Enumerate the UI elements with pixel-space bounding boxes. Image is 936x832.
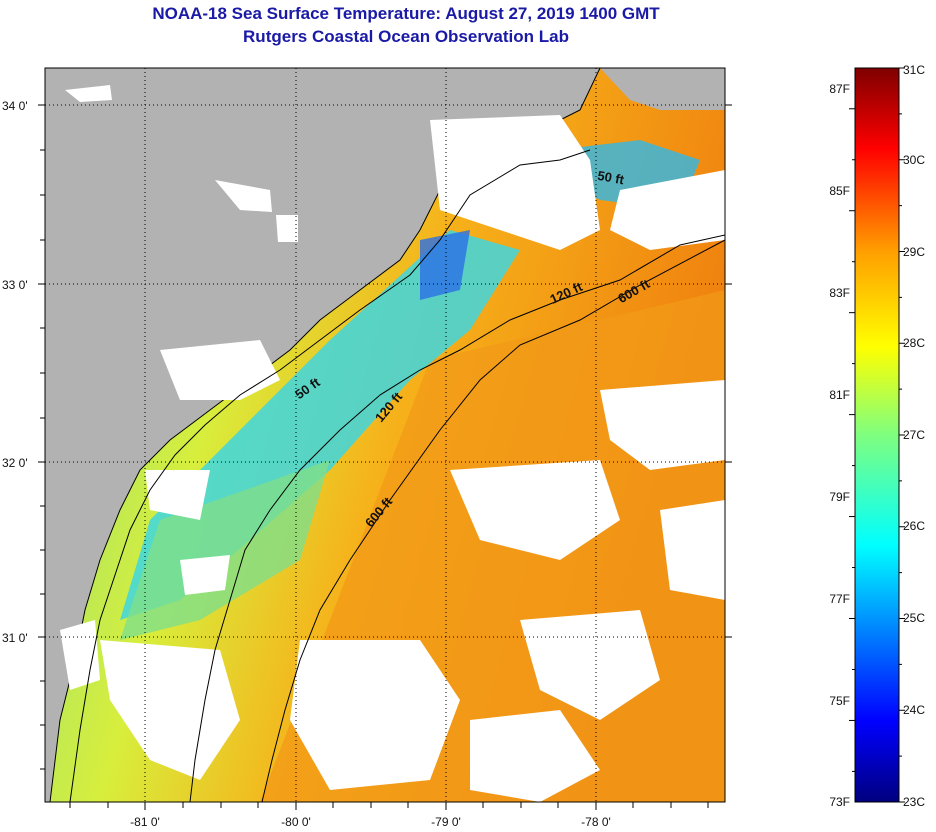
colorbar-f-label: 85F <box>829 184 850 198</box>
lat-ticks <box>38 104 732 770</box>
cloud-mask <box>60 115 725 802</box>
lon-label: -79 0' <box>431 815 461 829</box>
colorbar-f-label: 81F <box>829 388 850 402</box>
lat-label: 34 0' <box>2 99 28 113</box>
colorbar-c-label: 23C <box>903 795 925 809</box>
colorbar-c-label: 29C <box>903 245 925 259</box>
colorbar-f-label: 79F <box>829 490 850 504</box>
lon-label: -78 0' <box>581 815 611 829</box>
cloud-patch <box>430 115 600 250</box>
colorbar-c-label: 24C <box>903 703 925 717</box>
cloud-patch <box>100 640 240 780</box>
colorbar-c-label: 28C <box>903 336 925 350</box>
map-border <box>44 67 726 803</box>
colorbar-f-label: 87F <box>829 82 850 96</box>
cloud-patch <box>610 170 725 250</box>
contour-50ft-north: 50 ft <box>596 168 626 188</box>
graticule <box>45 68 725 802</box>
lon-label: -80 0' <box>281 815 311 829</box>
cloud-patch <box>160 340 280 400</box>
cloud-patch <box>145 470 210 520</box>
colorbar-f-label: 77F <box>829 592 850 606</box>
cold-upwelling-patch <box>420 230 470 300</box>
cloud-patch <box>290 640 460 790</box>
map-title: NOAA-18 Sea Surface Temperature: August … <box>152 4 660 23</box>
contour-120ft <box>189 234 725 802</box>
cloud-patch <box>450 460 620 560</box>
land-cloud <box>65 85 298 242</box>
cloud-patch <box>180 555 230 595</box>
colorbar-c-label: 25C <box>903 611 925 625</box>
colorbar-c-label: 30C <box>903 153 925 167</box>
shelf-water-south <box>120 460 330 640</box>
contour-600ft <box>261 239 725 802</box>
colorbar-c-label: 26C <box>903 519 925 533</box>
colorbar-f-label: 83F <box>829 286 850 300</box>
lat-label: 31 0' <box>2 631 28 645</box>
colorbar-f-label: 75F <box>829 694 850 708</box>
map-subtitle: Rutgers Coastal Ocean Observation Lab <box>243 27 569 46</box>
colorbar <box>854 67 900 803</box>
land-mass-northeast <box>600 68 725 110</box>
colorbar-c-label: 31C <box>903 63 925 77</box>
colorbar-f-label: 73F <box>829 795 850 809</box>
cloud-patch <box>600 380 725 470</box>
colorbar-c-label: 27C <box>903 428 925 442</box>
contour-50ft <box>69 149 591 802</box>
lat-label: 32 0' <box>2 456 28 470</box>
lon-label: -81 0' <box>130 815 160 829</box>
cloud-patch <box>660 500 725 600</box>
cloud-patch <box>470 710 600 802</box>
lat-label: 33 0' <box>2 278 28 292</box>
colorbar-ticks <box>849 67 905 803</box>
map-area: 50 ft 120 ft 600 ft 50 ft 120 ft 600 ft <box>45 68 725 802</box>
land-mass <box>45 68 600 802</box>
lon-ticks <box>69 802 709 810</box>
